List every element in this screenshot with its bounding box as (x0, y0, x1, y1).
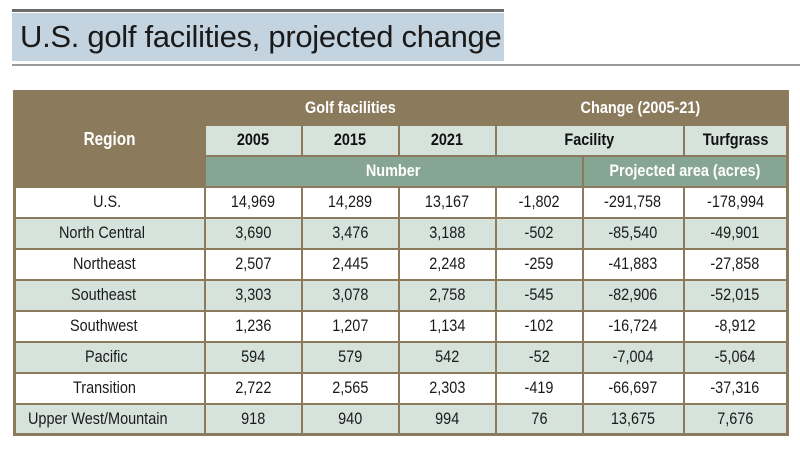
cell-2005: 3,303 (203, 278, 303, 312)
cell-2021: 2,303 (397, 371, 497, 405)
cell-turfgrass-area: -49,901 (682, 216, 789, 250)
cell-facility-change: -102 (494, 309, 584, 343)
cell-facility-area: -82,906 (581, 278, 685, 312)
cell-facility-change: -545 (494, 278, 584, 312)
table-row: Transition 2,722 2,565 2,303 -419 -66,697 -37,… (13, 371, 789, 405)
header-change: Change (2005-21) (495, 91, 788, 125)
cell-region: Southwest (13, 309, 206, 343)
cell-2015: 3,078 (300, 278, 400, 312)
cell-region: Upper West/Mountain (13, 402, 206, 436)
cell-2015: 579 (300, 340, 400, 374)
cell-2021: 13,167 (397, 185, 497, 219)
cell-2005: 3,690 (203, 216, 303, 250)
cell-facility-change: -419 (494, 371, 584, 405)
cell-turfgrass-area: -52,015 (682, 278, 789, 312)
cell-2021: 3,188 (397, 216, 497, 250)
table-row: Northeast 2,507 2,445 2,248 -259 -41,883 -27,8… (13, 247, 789, 281)
cell-facility-change: -259 (494, 247, 584, 281)
cell-2021: 1,134 (397, 309, 497, 343)
cell-turfgrass-area: -5,064 (682, 340, 789, 374)
cell-2021: 542 (397, 340, 497, 374)
cell-facility-change: -1,802 (494, 185, 584, 219)
cell-turfgrass-area: -27,858 (682, 247, 789, 281)
title-banner: U.S. golf facilities, projected change (12, 13, 504, 61)
cell-turfgrass-area: -8,912 (682, 309, 789, 343)
title-top-rule (12, 9, 504, 12)
cell-facility-change: -502 (494, 216, 584, 250)
cell-facility-area: -41,883 (581, 247, 685, 281)
cell-2005: 14,969 (203, 185, 303, 219)
header-facility: Facility (494, 123, 685, 157)
cell-region: Southeast (13, 278, 206, 312)
cell-region: Northeast (13, 247, 206, 281)
table-row: Upper West/Mountain 918 940 994 76 13,675 7,67… (13, 402, 789, 436)
page-title: U.S. golf facilities, projected change (20, 19, 502, 54)
cell-2021: 2,758 (397, 278, 497, 312)
table-row: Pacific 594 579 542 -52 -7,004 -5,064 (13, 340, 789, 374)
cell-facility-change: 76 (494, 402, 584, 436)
cell-2005: 918 (203, 402, 303, 436)
cell-2015: 2,565 (300, 371, 400, 405)
golf-facilities-table: Region Golf facilities Change (2005-21) … (13, 90, 789, 436)
table-row: Southeast 3,303 3,078 2,758 -545 -82,906 -52,0… (13, 278, 789, 312)
cell-region: Pacific (13, 340, 206, 374)
header-region: Region (14, 91, 205, 187)
cell-2015: 14,289 (300, 185, 400, 219)
header-year-2021: 2021 (397, 123, 497, 157)
cell-facility-area: -7,004 (581, 340, 685, 374)
cell-2015: 940 (300, 402, 400, 436)
cell-2021: 994 (397, 402, 497, 436)
cell-turfgrass-area: -178,994 (682, 185, 789, 219)
title-bottom-rule (12, 64, 800, 66)
header-year-2005: 2005 (203, 123, 303, 157)
cell-2005: 2,722 (203, 371, 303, 405)
cell-facility-area: -85,540 (581, 216, 685, 250)
cell-2005: 2,507 (203, 247, 303, 281)
header-projected-area: Projected area (acres) (581, 154, 789, 188)
cell-2021: 2,248 (397, 247, 497, 281)
table-row: U.S. 14,969 14,289 13,167 -1,802 -291,758 -178… (13, 185, 789, 219)
cell-2015: 3,476 (300, 216, 400, 250)
cell-2005: 594 (203, 340, 303, 374)
table-body: U.S. 14,969 14,289 13,167 -1,802 -291,758 -178… (13, 185, 789, 436)
cell-facility-area: -66,697 (581, 371, 685, 405)
cell-2015: 1,207 (300, 309, 400, 343)
cell-2005: 1,236 (203, 309, 303, 343)
header-year-2015: 2015 (300, 123, 400, 157)
cell-region: U.S. (13, 185, 206, 219)
header-turfgrass: Turfgrass (682, 123, 789, 157)
cell-facility-area: -291,758 (581, 185, 685, 219)
cell-facility-change: -52 (494, 340, 584, 374)
table-row: North Central 3,690 3,476 3,188 -502 -85,540-… (13, 216, 789, 250)
cell-turfgrass-area: 7,676 (682, 402, 789, 436)
header-golf-facilities: Golf facilities (204, 91, 496, 125)
cell-region: North Central (13, 216, 206, 250)
cell-facility-area: -16,724 (581, 309, 685, 343)
cell-2015: 2,445 (300, 247, 400, 281)
cell-region: Transition (13, 371, 206, 405)
cell-facility-area: 13,675 (581, 402, 685, 436)
header-number: Number (203, 154, 584, 188)
cell-turfgrass-area: -37,316 (682, 371, 789, 405)
table-row: Southwest 1,236 1,207 1,134 -102 -16,724 -8,91… (13, 309, 789, 343)
